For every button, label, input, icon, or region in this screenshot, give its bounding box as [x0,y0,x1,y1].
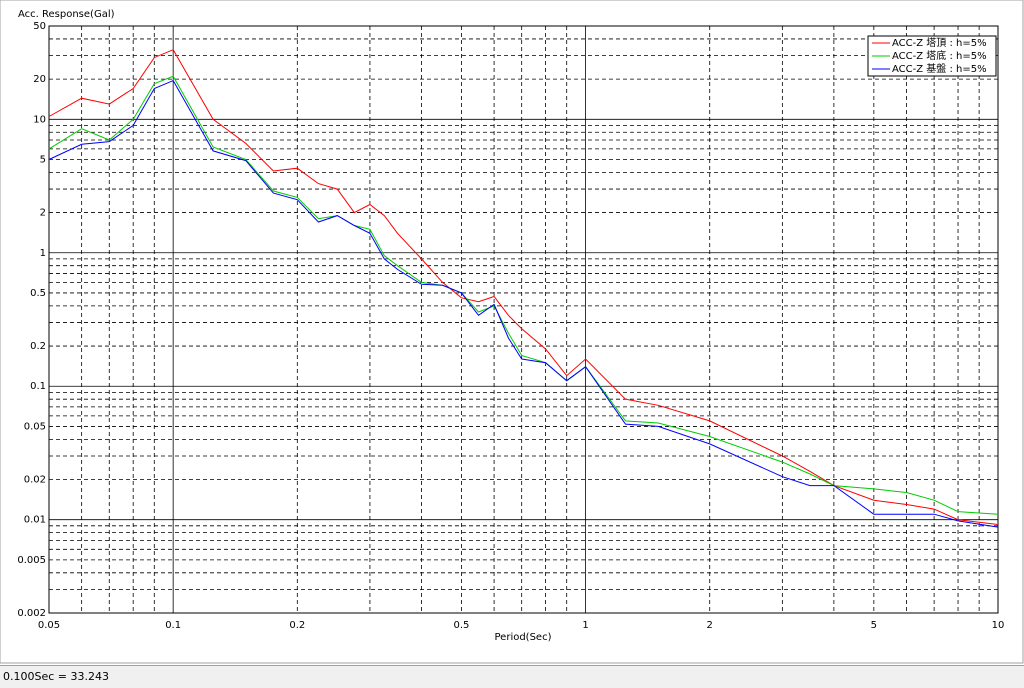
y-tick-label: 0.1 [30,381,46,392]
y-tick-label: 0.2 [30,341,46,352]
x-tick-label: 1 [582,620,588,631]
y-tick-label: 10 [33,114,46,125]
series-line [48,49,999,525]
x-tick-label: 5 [871,620,877,631]
chart-frame [0,0,1024,664]
y-tick-label: 5 [40,154,46,165]
y-tick-label: 0.05 [24,421,46,432]
legend-label: ACC-Z 塔底 : h=5% [892,49,987,62]
y-tick-label: 0.5 [30,288,46,299]
x-tick-label: 10 [992,620,1005,631]
legend-label: ACC-Z 基盤 : h=5% [892,62,987,75]
y-tick-label: 0.005 [17,555,46,566]
x-tick-label: 0.2 [289,620,305,631]
status-bar: 0.100Sec = 33.243 [0,665,1024,688]
y-tick-label: 0.002 [17,608,46,619]
x-tick-label: 0.5 [453,620,469,631]
y-tick-label: 2 [40,208,46,219]
legend-label: ACC-Z 塔頂 : h=5% [892,36,987,49]
plot-frame [48,25,999,614]
chart: Acc. Response(Gal) Period(Sec) 0.002 0.00… [0,0,1024,664]
y-tick-label: 20 [33,74,46,85]
x-tick-label: 0.05 [38,620,60,631]
x-tick-label: 0.1 [165,620,181,631]
chart-title: Acc. Response(Gal) [18,9,115,20]
x-axis-label: Period(Sec) [495,632,552,643]
y-tick-label: 50 [33,21,46,32]
y-tick-label: 1 [40,248,46,259]
y-tick-label: 0.01 [24,515,46,526]
legend: ACC-Z 塔頂 : h=5%ACC-Z 塔底 : h=5%ACC-Z 基盤 :… [867,35,997,77]
y-tick-label: 0.02 [24,475,46,486]
series-line [48,79,999,528]
x-tick-label: 2 [707,620,713,631]
